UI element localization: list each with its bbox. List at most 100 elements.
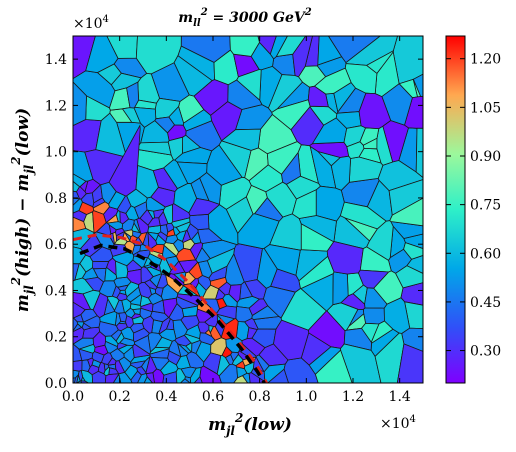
colorbar-tick-label: 1.20 [470,52,501,68]
voronoi-cell [124,364,138,381]
voronoi-cells [73,36,423,383]
voronoi-cell [175,368,186,383]
voronoi-cell [180,315,200,331]
voronoi-cell [266,141,302,175]
voronoi-cell [330,155,352,191]
voronoi-cell [364,287,388,309]
voronoi-cell [98,321,119,337]
voronoi-cell [193,375,203,383]
x-tick-label: 0.2 [109,389,131,405]
y-tick-label: 0.4 [45,283,67,299]
voronoi-cell [124,229,134,238]
voronoi-cell [83,315,101,329]
y-axis: 0.0 0.2 0.4 0.6 0.8 1.0 1.2 1.4 [45,52,423,392]
voronoi-cell [73,173,87,188]
voronoi-cell [162,297,178,319]
voronoi-cell [141,315,154,334]
voronoi-cell [73,359,83,372]
voronoi-cell [116,292,128,301]
x-axis: 0.0 0.2 0.4 0.6 0.8 1.0 1.2 1.4 [62,36,411,405]
y-axis-label: mjl2(high) − mjl2(low) [9,108,36,312]
voronoi-cell [80,380,90,383]
voronoi-cell [158,328,177,342]
voronoi-cell [225,253,245,286]
voronoi-cell [154,116,176,134]
voronoi-cell [74,373,79,383]
voronoi-cell [129,294,143,306]
voronoi-cell [146,372,155,383]
voronoi-cell [84,149,124,186]
voronoi-cell [73,197,81,206]
voronoi-cell [359,127,380,146]
voronoi-cell [346,141,365,159]
boundary-curve [79,243,266,383]
voronoi-cell [74,262,87,281]
voronoi-cell [403,242,423,260]
voronoi-cell [317,36,343,66]
voronoi-cell [254,197,284,222]
y-tick-label: 1.0 [45,145,67,161]
voronoi-cell [291,189,317,219]
voronoi-cell [396,343,423,383]
voronoi-cell [126,268,142,286]
voronoi-cell [269,36,288,60]
x-multiplier: ×104 [380,414,416,432]
voronoi-cell [175,247,197,262]
voronoi-cell [230,351,239,362]
y-tick-label: 0.0 [45,376,67,392]
voronoi-cell [92,210,107,234]
x-tick-label: 1.2 [342,389,364,405]
voronoi-cell [73,81,87,127]
colorbar-tick-label: 0.75 [470,198,501,214]
voronoi-cell [108,367,120,375]
voronoi-cell [275,36,307,58]
voronoi-cell [81,359,91,372]
voronoi-cell [121,298,132,314]
boundary-curves [73,233,269,383]
voronoi-cell [107,295,120,312]
colorbar-tick-label: 1.05 [470,100,501,116]
voronoi-cell [138,281,152,299]
colorbar-tick-label: 0.60 [470,246,501,262]
voronoi-cell [290,106,325,147]
voronoi-cell [220,128,262,151]
voronoi-cell [146,266,162,278]
colorbar-ticks: 0.30 0.45 0.60 0.75 0.90 1.05 1.20 [446,52,501,360]
voronoi-cell [96,63,122,86]
y-tick-label: 0.8 [45,191,67,207]
voronoi-cell [120,326,135,341]
voronoi-cell [267,368,289,383]
voronoi-cell [225,336,243,354]
voronoi-cell [361,322,380,344]
voronoi-cell [135,164,159,199]
voronoi-cell [236,69,262,101]
voronoi-cell [106,257,117,276]
voronoi-cell [195,246,211,263]
x-tick-label: 0.4 [155,389,177,405]
x-tick-label: 0.0 [62,389,84,405]
voronoi-cell [314,349,353,383]
voronoi-cell [173,55,213,97]
voronoi-cell [358,92,392,130]
y-tick-label: 0.2 [45,330,67,346]
voronoi-cell [300,223,335,252]
plot-frame [72,35,424,384]
voronoi-cell [366,220,394,261]
colorbar-tick-label: 0.30 [470,344,501,360]
voronoi-cell [142,231,150,249]
voronoi-cell [389,197,423,227]
voronoi-cell [235,360,246,370]
voronoi-cell [236,366,248,379]
y-multiplier: ×104 [73,14,109,32]
colorbar [445,35,466,384]
voronoi-cell [228,284,242,303]
voronoi-cell [134,334,151,355]
voronoi-cell [87,364,100,376]
voronoi-cell [280,288,327,331]
colorbar-tick-label: 0.90 [470,149,501,165]
voronoi-cell [215,288,226,301]
y-tick-label: 0.6 [45,237,67,253]
voronoi-cell [124,232,132,242]
x-tick-label: 0.6 [202,389,224,405]
